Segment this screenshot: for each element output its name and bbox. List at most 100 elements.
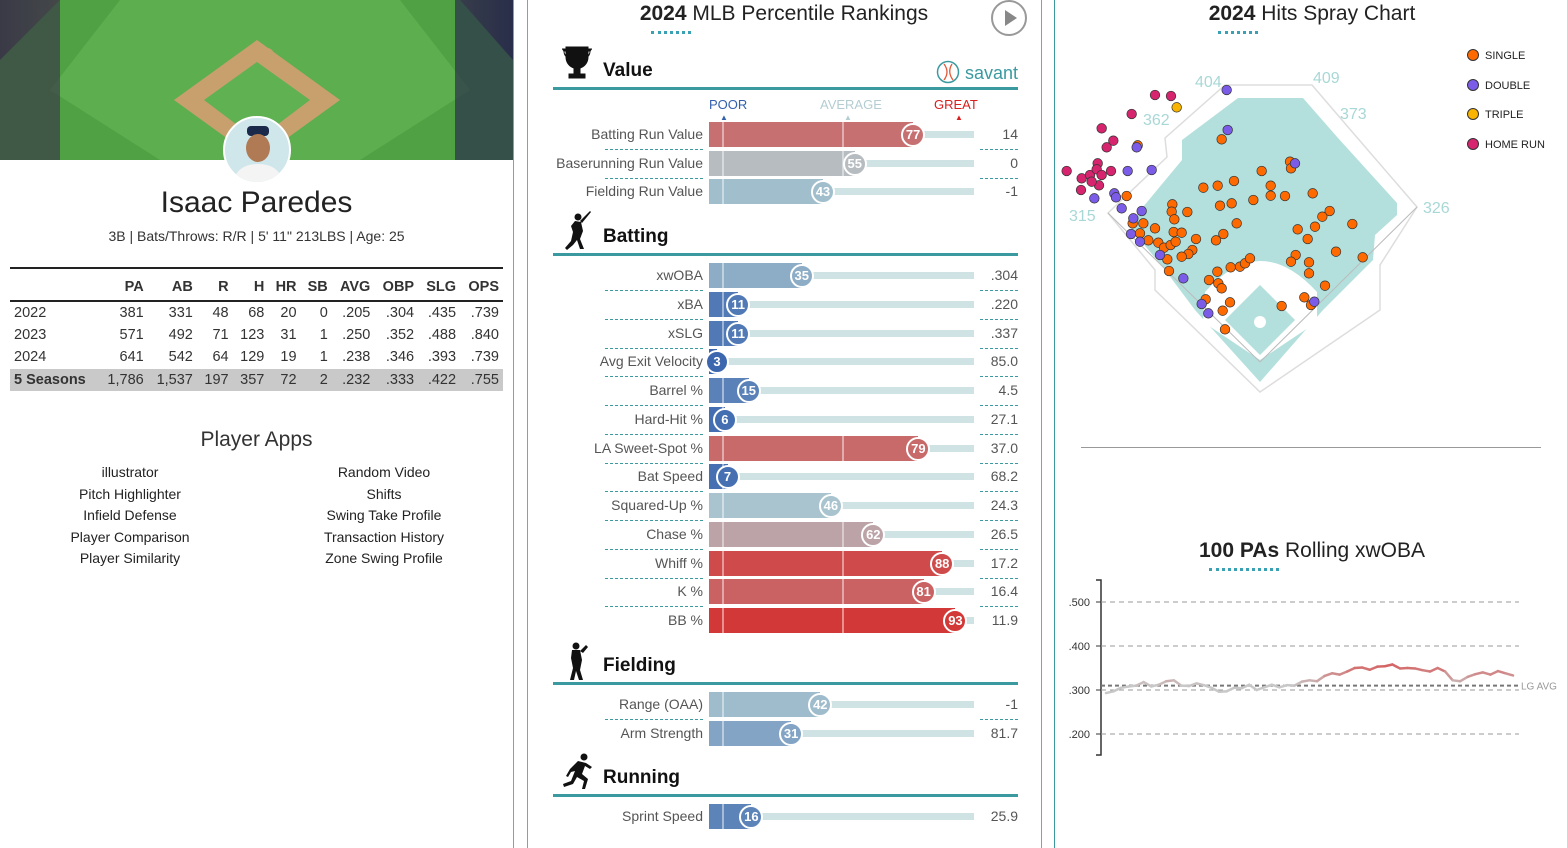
legend-item[interactable]: SINGLE [1467,49,1525,62]
percentile-row[interactable]: Batting Run Value 77 14 [553,120,1018,150]
home-run-marker[interactable] [1075,184,1087,196]
double-hit-marker[interactable] [1110,192,1122,203]
single-hit-marker[interactable] [1212,180,1223,191]
single-hit-marker[interactable] [1231,218,1242,229]
percentile-row[interactable]: Arm Strength 31 81.7 [553,719,1018,748]
single-hit-marker[interactable] [1149,223,1161,234]
legend-item[interactable]: DOUBLE [1467,78,1530,92]
percentile-row[interactable]: Bat Speed 7 68.2 [553,462,1018,492]
app-link[interactable]: Pitch Highlighter [79,486,181,502]
single-hit-marker[interactable] [1265,190,1276,201]
single-hit-marker[interactable] [1138,218,1149,229]
single-hit-marker[interactable] [1299,292,1310,303]
single-hit-marker[interactable] [1170,236,1181,247]
percentile-row[interactable]: Baserunning Run Value 55 0 [553,149,1018,179]
app-link[interactable]: Swing Take Profile [326,507,442,523]
single-hit-marker[interactable] [1163,265,1175,277]
single-hit-marker[interactable] [1214,200,1226,211]
home-run-marker[interactable] [1061,165,1072,177]
double-hit-marker[interactable] [1154,249,1166,261]
double-hit-marker[interactable] [1222,124,1233,136]
double-hit-marker[interactable] [1221,84,1232,96]
double-hit-marker[interactable] [1178,273,1189,284]
home-run-marker[interactable] [1165,90,1177,102]
percentile-row[interactable]: Whiff % 88 17.2 [553,549,1018,579]
single-hit-marker[interactable] [1265,180,1276,191]
single-hit-marker[interactable] [1276,300,1287,312]
double-hit-marker[interactable] [1116,203,1127,214]
single-hit-marker[interactable] [1224,297,1236,308]
double-hit-marker[interactable] [1089,193,1100,204]
savant-logo[interactable]: savant [936,60,1018,84]
home-run-marker[interactable] [1149,89,1161,101]
home-run-marker[interactable] [1096,169,1107,181]
single-hit-marker[interactable] [1248,194,1259,206]
home-run-marker[interactable] [1086,176,1097,187]
app-link[interactable]: Transaction History [323,529,445,545]
app-link[interactable]: Infield Defense [83,507,177,523]
percentile-row[interactable]: Avg Exit Velocity 3 85.0 [553,347,1018,377]
double-hit-marker[interactable] [1128,213,1139,224]
double-hit-marker[interactable] [1146,164,1157,176]
single-hit-marker[interactable] [1285,256,1297,267]
percentile-row[interactable]: xwOBA 35 .304 [553,261,1018,291]
single-hit-marker[interactable] [1292,224,1303,235]
single-hit-marker[interactable] [1198,182,1209,193]
double-hit-marker[interactable] [1136,205,1147,217]
app-link[interactable]: Player Comparison [70,529,190,545]
home-run-marker[interactable] [1105,165,1117,177]
single-hit-marker[interactable] [1307,188,1318,199]
percentile-row[interactable]: Fielding Run Value 43 -1 [553,177,1018,206]
single-hit-marker[interactable] [1357,252,1368,263]
single-hit-marker[interactable] [1319,280,1331,291]
single-hit-marker[interactable] [1279,190,1291,202]
single-hit-marker[interactable] [1317,211,1328,222]
double-hit-marker[interactable] [1134,236,1146,247]
single-hit-marker[interactable] [1309,221,1321,232]
double-hit-marker[interactable] [1196,298,1207,310]
single-hit-marker[interactable] [1302,233,1313,245]
percentile-row[interactable]: Barrel % 15 4.5 [553,376,1018,406]
percentile-row[interactable]: BB % 93 11.9 [553,606,1018,635]
single-hit-marker[interactable] [1303,268,1315,279]
double-hit-marker[interactable] [1131,142,1142,153]
app-link[interactable]: Shifts [366,486,402,502]
single-hit-marker[interactable] [1330,246,1342,257]
single-hit-marker[interactable] [1347,218,1358,230]
percentile-row[interactable]: Sprint Speed 16 25.9 [553,802,1018,831]
single-hit-marker[interactable] [1324,205,1335,217]
percentile-row[interactable]: LA Sweet-Spot % 79 37.0 [553,434,1018,464]
single-hit-marker[interactable] [1256,165,1267,177]
play-button[interactable] [991,0,1027,36]
single-hit-marker[interactable] [1121,190,1132,202]
single-hit-marker[interactable] [1218,228,1229,240]
single-hit-marker[interactable] [1228,175,1240,187]
app-link[interactable]: Player Similarity [79,550,181,566]
legend-item[interactable]: HOME RUN [1467,137,1545,151]
single-hit-marker[interactable] [1226,198,1237,209]
double-hit-marker[interactable] [1125,228,1137,240]
double-hit-marker[interactable] [1203,308,1214,319]
legend-item[interactable]: TRIPLE [1467,108,1524,121]
percentile-row[interactable]: K % 81 16.4 [553,577,1018,607]
single-hit-marker[interactable] [1219,324,1231,335]
home-run-marker[interactable] [1108,135,1119,146]
app-link[interactable]: illustrator [101,464,159,480]
percentile-row[interactable]: xSLG 11 .337 [553,319,1018,349]
double-hit-marker[interactable] [1122,165,1133,177]
app-link[interactable]: Zone Swing Profile [325,550,443,566]
single-hit-marker[interactable] [1169,214,1180,225]
single-hit-marker[interactable] [1303,257,1315,268]
single-hit-marker[interactable] [1176,227,1187,238]
double-hit-marker[interactable] [1309,296,1320,307]
single-hit-marker[interactable] [1176,251,1187,262]
single-hit-marker[interactable] [1182,206,1193,218]
home-run-marker[interactable] [1126,108,1137,120]
single-hit-marker[interactable] [1217,305,1228,316]
home-run-marker[interactable] [1096,123,1107,134]
app-link[interactable]: Random Video [337,464,431,480]
percentile-row[interactable]: Hard-Hit % 6 27.1 [553,405,1018,435]
home-run-marker[interactable] [1101,142,1112,153]
single-hit-marker[interactable] [1210,235,1222,246]
percentile-row[interactable]: Chase % 62 26.5 [553,520,1018,550]
